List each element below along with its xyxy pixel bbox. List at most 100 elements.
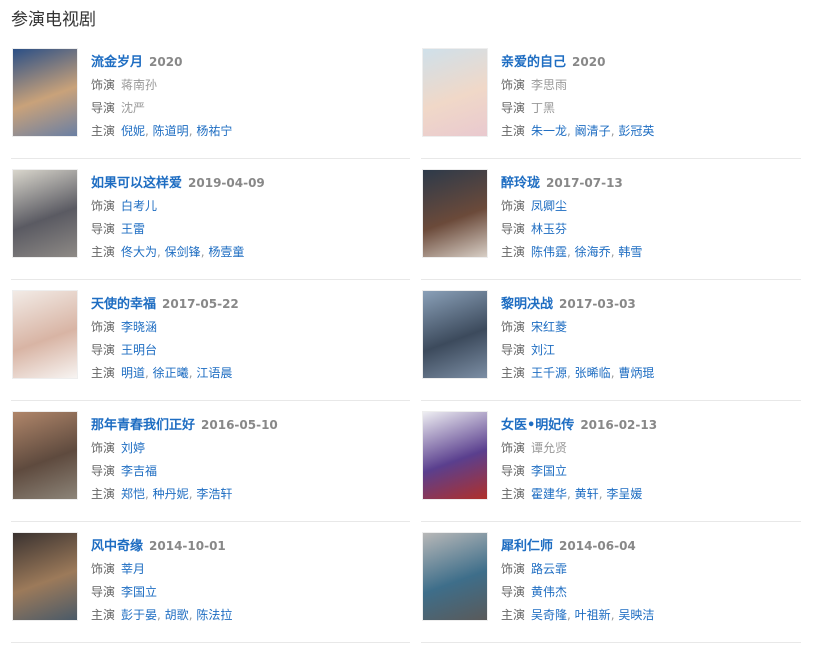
director-name[interactable]: 刘江 — [531, 343, 556, 357]
cast-member-link[interactable]: 陈道明 — [152, 124, 189, 138]
item-info: 风中奇缘 2014-10-01 饰演 莘月 导演 李国立 主演 彭于晏, 胡歌, 陈法拉 — [91, 535, 232, 627]
cast-member-link[interactable]: 阚清子 — [574, 124, 611, 138]
cast-line: 主演 朱一龙, 阚清子, 彭冠英 — [501, 120, 654, 143]
director-name[interactable]: 李国立 — [121, 585, 158, 599]
role-line: 饰演 凤卿尘 — [501, 195, 642, 218]
cast-line: 主演 吴奇隆, 叶祖新, 吴映洁 — [501, 604, 654, 627]
cast-member-link[interactable]: 李呈媛 — [606, 487, 643, 501]
separator: , — [145, 366, 153, 380]
cast-member-link[interactable]: 胡歌 — [164, 608, 189, 622]
poster-image[interactable] — [12, 290, 78, 379]
cast-member-link[interactable]: 叶祖新 — [574, 608, 611, 622]
series-title-link[interactable]: 天使的幸福 — [91, 297, 157, 312]
cast-member-link[interactable]: 韩雪 — [618, 245, 643, 259]
series-title-link[interactable]: 亲爱的自己 — [501, 55, 567, 70]
role-name[interactable]: 白考儿 — [121, 199, 158, 213]
cast-member-link[interactable]: 吴映洁 — [618, 608, 655, 622]
separator: , — [200, 245, 209, 259]
title-line: 女医•明妃传 2016-02-13 — [501, 414, 657, 437]
cast-member-link[interactable]: 霍建华 — [531, 487, 568, 501]
role-line: 饰演 路云霏 — [501, 558, 654, 581]
role-label: 饰演 — [501, 78, 526, 92]
item-info: 那年青春我们正好 2016-05-10 饰演 刘婷 导演 李吉福 主演 郑恺, 种丹妮, 李浩… — [91, 414, 278, 506]
director-line: 导演 李国立 — [91, 581, 232, 604]
series-title-link[interactable]: 女医•明妃传 — [501, 418, 575, 433]
director-name[interactable]: 林玉芬 — [531, 222, 568, 236]
director-line: 导演 沈严 — [91, 97, 232, 120]
cast-member-link[interactable]: 李浩轩 — [196, 487, 233, 501]
title-line: 流金岁月 2020 — [91, 51, 232, 74]
separator: , — [157, 608, 165, 622]
director-name[interactable]: 李国立 — [531, 464, 568, 478]
poster-image[interactable] — [422, 48, 488, 137]
cast-member-link[interactable]: 徐海乔 — [574, 245, 611, 259]
series-title-link[interactable]: 犀利仁师 — [501, 539, 554, 554]
poster-image[interactable] — [12, 532, 78, 621]
cast-member-link[interactable]: 朱一龙 — [531, 124, 568, 138]
cast-member-link[interactable]: 陈伟霆 — [531, 245, 568, 259]
series-title-link[interactable]: 风中奇缘 — [91, 539, 144, 554]
role-name[interactable]: 路云霏 — [531, 562, 568, 576]
cast-label: 主演 — [91, 608, 116, 622]
separator: , — [567, 366, 575, 380]
series-title-link[interactable]: 黎明决战 — [501, 297, 554, 312]
poster-image[interactable] — [12, 169, 78, 258]
cast-member-link[interactable]: 明道 — [121, 366, 146, 380]
separator: , — [188, 124, 197, 138]
cast-member-link[interactable]: 杨壹童 — [208, 245, 245, 259]
cast-member-link[interactable]: 陈法拉 — [196, 608, 233, 622]
role-name[interactable]: 凤卿尘 — [531, 199, 568, 213]
poster-image[interactable] — [12, 48, 78, 137]
title-line: 风中奇缘 2014-10-01 — [91, 535, 232, 558]
director-line: 导演 黄伟杰 — [501, 581, 654, 604]
cast-member-link[interactable]: 倪妮 — [121, 124, 146, 138]
poster-image[interactable] — [422, 411, 488, 500]
cast-member-link[interactable]: 张晞临 — [574, 366, 611, 380]
role-name[interactable]: 李晓涵 — [121, 320, 158, 334]
poster-image[interactable] — [422, 290, 488, 379]
release-date: 2017-05-22 — [162, 297, 239, 311]
role-label: 饰演 — [501, 320, 526, 334]
cast-member-link[interactable]: 曹炳琨 — [618, 366, 655, 380]
poster-image[interactable] — [422, 169, 488, 258]
cast-member-link[interactable]: 黄轩 — [574, 487, 599, 501]
cast-member-link[interactable]: 彭冠英 — [618, 124, 655, 138]
item-info: 如果可以这样爱 2019-04-09 饰演 白考儿 导演 王雷 主演 佟大为, 保剑锋, 杨壹… — [91, 172, 265, 264]
cast-member-link[interactable]: 郑恺 — [121, 487, 146, 501]
cast-member-link[interactable]: 徐正曦 — [152, 366, 189, 380]
director-name[interactable]: 黄伟杰 — [531, 585, 568, 599]
director-label: 导演 — [91, 464, 116, 478]
cast-line: 主演 倪妮, 陈道明, 杨祐宁 — [91, 120, 232, 143]
poster-image[interactable] — [422, 532, 488, 621]
director-name[interactable]: 李吉福 — [121, 464, 158, 478]
separator: , — [598, 487, 607, 501]
role-name[interactable]: 刘婷 — [121, 441, 146, 455]
cast-member-link[interactable]: 保剑锋 — [164, 245, 201, 259]
cast-member-link[interactable]: 彭于晏 — [121, 608, 158, 622]
director-label: 导演 — [91, 101, 116, 115]
cast-member-link[interactable]: 王千源 — [531, 366, 568, 380]
director-name[interactable]: 王雷 — [121, 222, 146, 236]
item-info: 黎明决战 2017-03-03 饰演 宋红菱 导演 刘江 主演 王千源, 张晞临, 曹炳琨 — [501, 293, 654, 385]
cast-member-link[interactable]: 江语晨 — [196, 366, 233, 380]
cast-label: 主演 — [91, 124, 116, 138]
director-name[interactable]: 王明台 — [121, 343, 158, 357]
role-name[interactable]: 莘月 — [121, 562, 146, 576]
role-line: 饰演 白考儿 — [91, 195, 265, 218]
cast-member-link[interactable]: 杨祐宁 — [196, 124, 233, 138]
series-title-link[interactable]: 如果可以这样爱 — [91, 176, 183, 191]
release-date: 2017-07-13 — [546, 176, 623, 190]
section-title: 参演电视剧 — [11, 10, 96, 30]
poster-image[interactable] — [12, 411, 78, 500]
series-title-link[interactable]: 那年青春我们正好 — [91, 418, 196, 433]
cast-member-link[interactable]: 佟大为 — [121, 245, 158, 259]
series-title-link[interactable]: 醉玲珑 — [501, 176, 541, 191]
director-label: 导演 — [501, 585, 526, 599]
director-line: 导演 丁黑 — [501, 97, 654, 120]
release-date: 2016-05-10 — [201, 418, 278, 432]
series-title-link[interactable]: 流金岁月 — [91, 55, 144, 70]
cast-member-link[interactable]: 吴奇隆 — [531, 608, 568, 622]
role-name[interactable]: 宋红菱 — [531, 320, 568, 334]
cast-member-link[interactable]: 种丹妮 — [152, 487, 189, 501]
list-item: 如果可以这样爱 2019-04-09 饰演 白考儿 导演 王雷 主演 佟大为, 保剑锋, 杨壹… — [11, 159, 410, 280]
